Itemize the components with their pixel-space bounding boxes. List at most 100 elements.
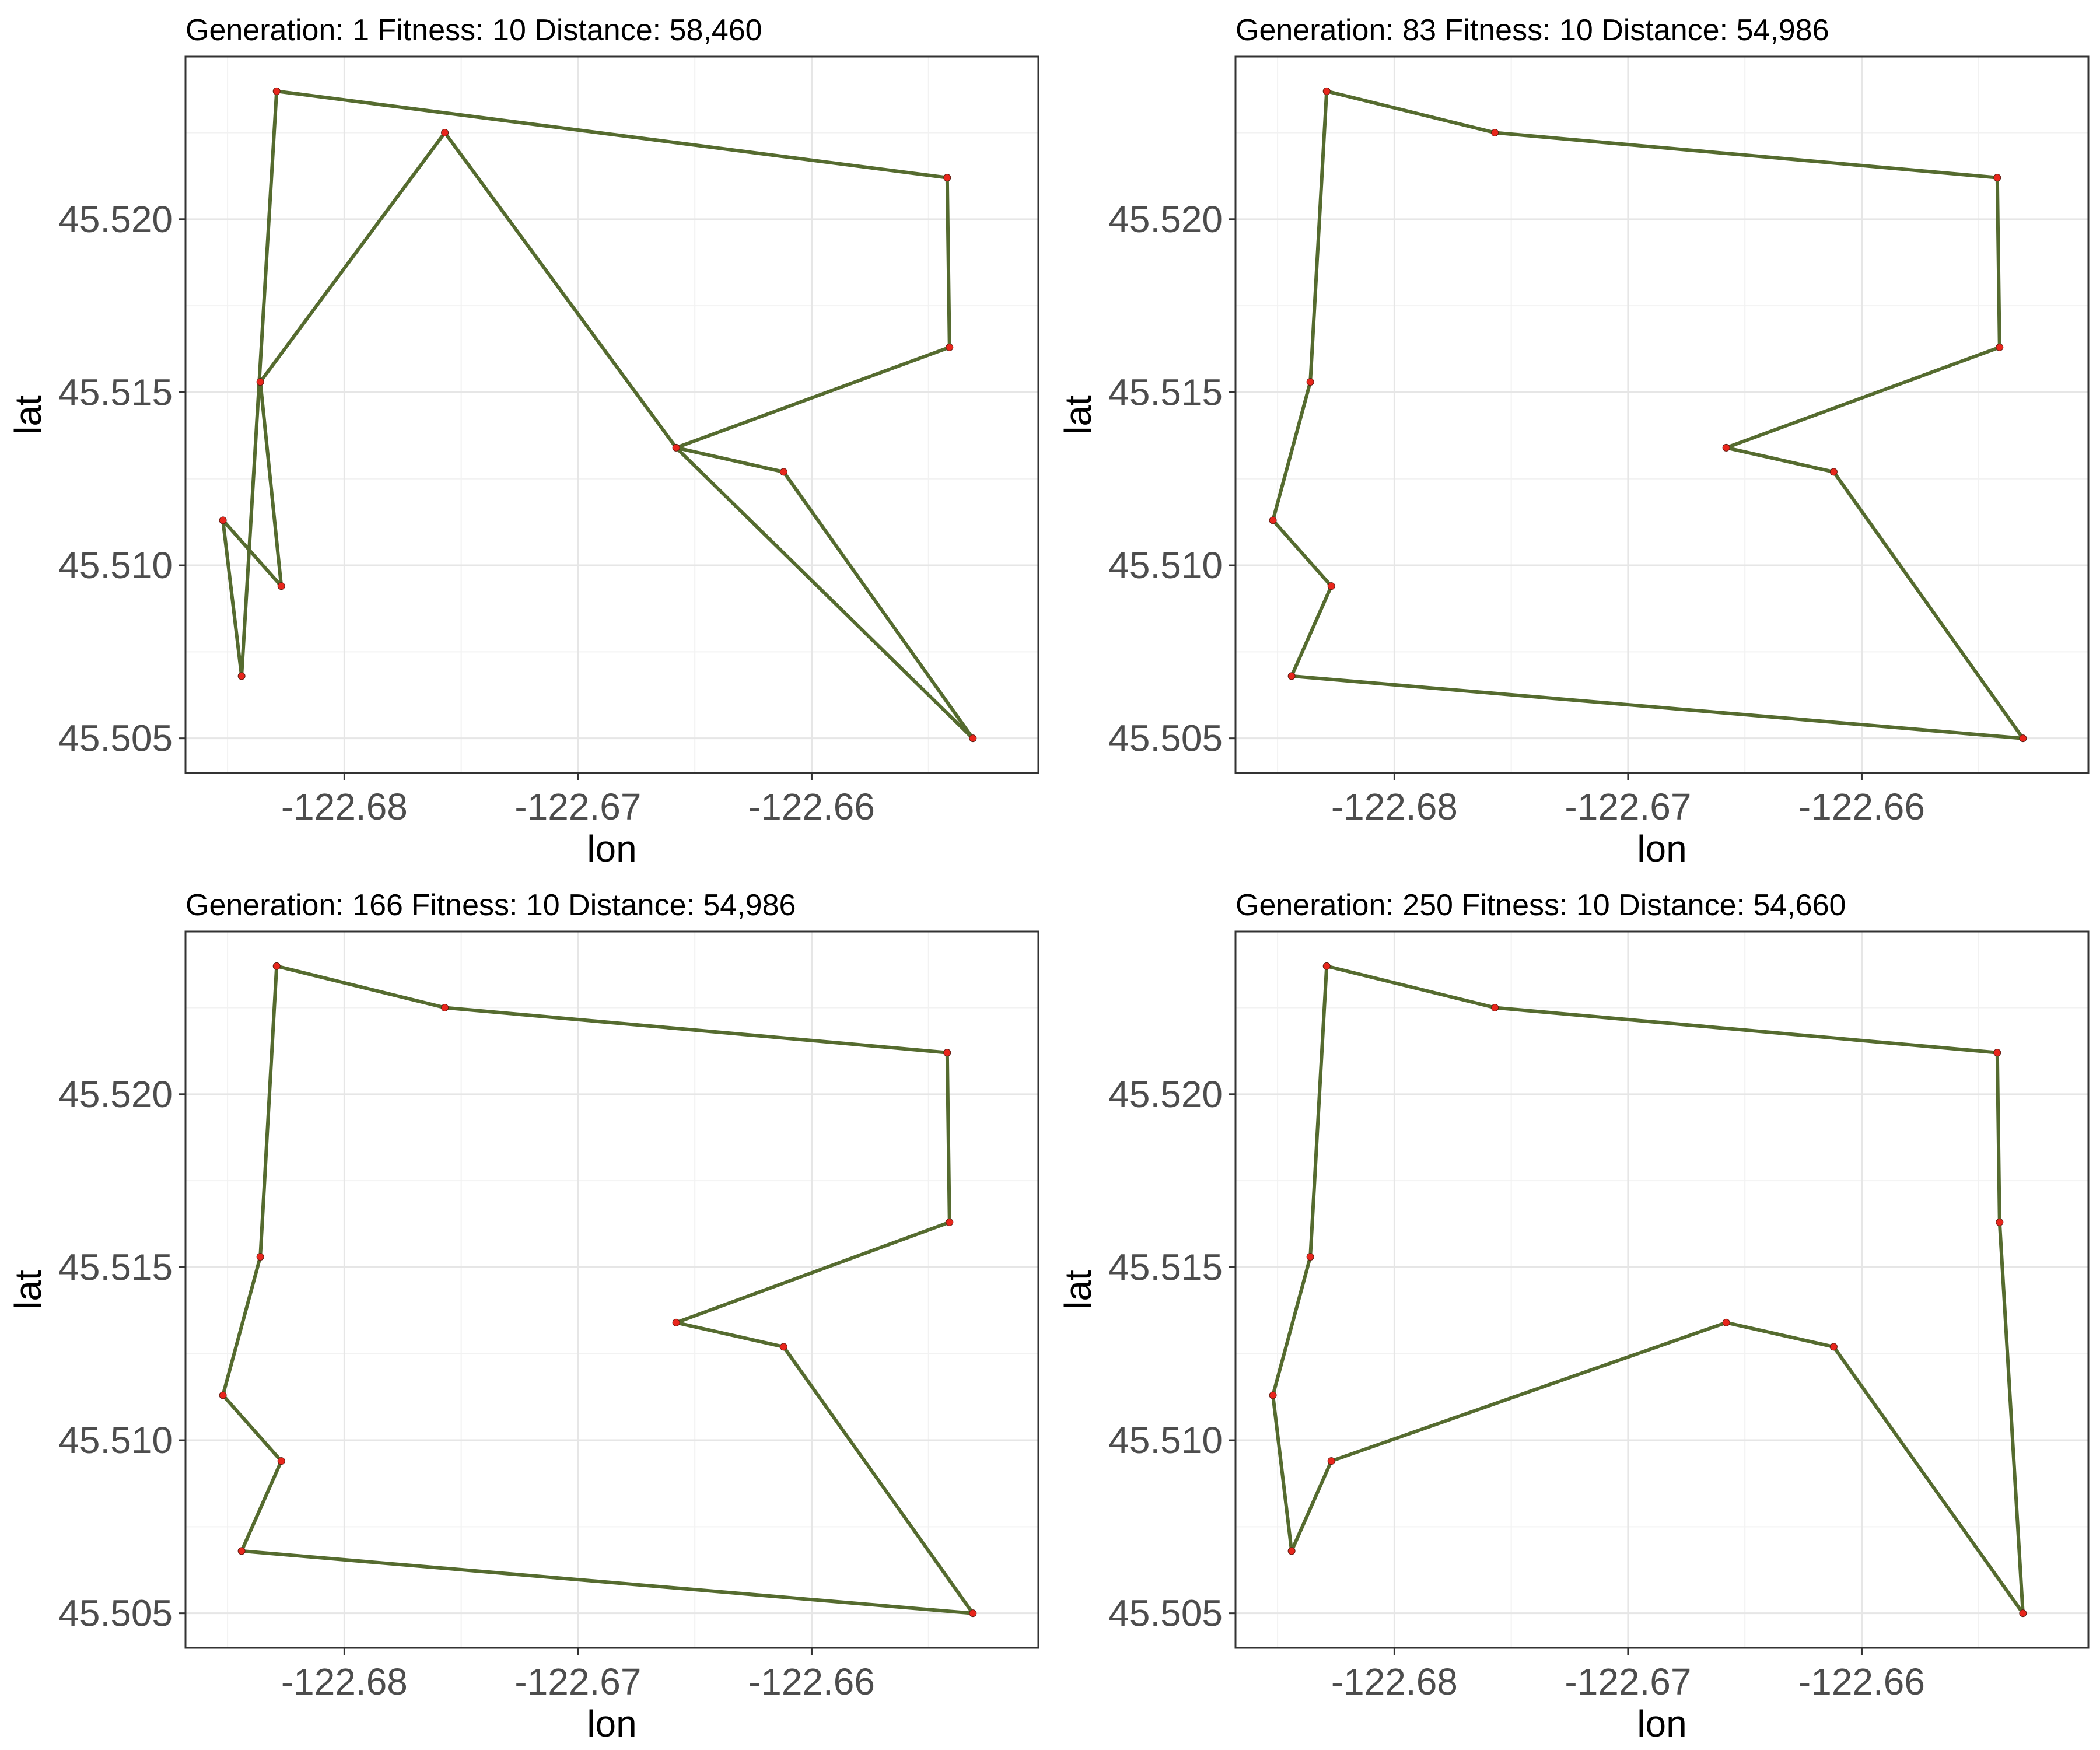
x-tick-label: -122.68 [1331, 1661, 1458, 1703]
y-tick-label: 45.520 [1108, 198, 1223, 240]
route-point [943, 1049, 951, 1057]
route-line-extra [674, 446, 975, 740]
route-point [272, 87, 281, 95]
y-tick-label: 45.510 [58, 544, 173, 586]
x-tick-label: -122.66 [1798, 786, 1925, 828]
route-point [256, 1253, 264, 1261]
route-point [237, 672, 246, 680]
route-point [1996, 1218, 2004, 1226]
route-point [237, 1547, 246, 1555]
panel-border [184, 55, 1040, 774]
route-point [1491, 1004, 1499, 1012]
panel-border [1234, 55, 2090, 774]
route-point [1306, 1253, 1314, 1261]
y-tick-label: 45.510 [1108, 544, 1223, 586]
y-tick-label: 45.515 [58, 371, 173, 413]
chart-title: Generation: 1 Fitness: 10 Distance: 58,4… [186, 13, 762, 47]
route-point [1327, 582, 1335, 590]
plot-background [1236, 57, 2088, 773]
y-tick-label: 45.520 [58, 198, 173, 240]
route-point [672, 443, 680, 452]
x-axis-title: lon [587, 828, 636, 870]
x-tick-label: -122.66 [748, 786, 875, 828]
plot-background [1236, 932, 2088, 1648]
y-tick-label: 45.515 [1108, 1246, 1223, 1288]
y-tick-label: 45.510 [1108, 1419, 1223, 1461]
route-point [1722, 443, 1730, 452]
y-tick-label: 45.505 [58, 1592, 173, 1634]
x-axis-title: lon [1637, 1703, 1686, 1745]
route-point [2019, 1609, 2027, 1618]
route-point [1491, 129, 1499, 137]
y-tick-label: 45.505 [58, 718, 173, 760]
route-point [272, 962, 281, 970]
route-point [1287, 1547, 1296, 1555]
chart-title: Generation: 250 Fitness: 10 Distance: 54… [1236, 888, 1846, 922]
x-tick-label: -122.67 [1564, 1661, 1691, 1703]
y-axis-title: lat [1057, 1270, 1099, 1310]
route-point [277, 1457, 285, 1465]
route-point [219, 1391, 227, 1399]
route-line [1271, 89, 2025, 740]
y-axis-title: lat [7, 1270, 49, 1310]
y-tick-label: 45.520 [58, 1073, 173, 1115]
route-point [969, 734, 977, 743]
y-tick-label: 45.505 [1108, 1592, 1223, 1634]
x-axis-title: lon [587, 1703, 636, 1745]
route-point [946, 1218, 954, 1226]
y-tick-label: 45.515 [1108, 371, 1223, 413]
chart-panel-3: Generation: 166 Fitness: 10 Distance: 54… [7, 888, 1040, 1745]
x-tick-label: -122.66 [1798, 1661, 1925, 1703]
chart-title: Generation: 166 Fitness: 10 Distance: 54… [186, 888, 796, 922]
route-point [2019, 734, 2027, 743]
route-point [219, 516, 227, 524]
x-tick-label: -122.67 [1564, 786, 1691, 828]
route-point [1287, 672, 1296, 680]
route-point [1327, 1457, 1335, 1465]
route-point [1269, 1391, 1277, 1399]
route-point [1829, 468, 1838, 476]
route-point [779, 468, 788, 476]
route-point [672, 1318, 680, 1326]
y-tick-label: 45.510 [58, 1419, 173, 1461]
panel-border [1234, 930, 2090, 1649]
route-point [1722, 1318, 1730, 1326]
route-point [1996, 343, 2004, 351]
chart-panel-4: Generation: 250 Fitness: 10 Distance: 54… [1057, 888, 2090, 1745]
route-point [943, 174, 951, 182]
route-point [779, 1343, 788, 1351]
x-tick-label: -122.67 [514, 786, 641, 828]
route-point [441, 129, 449, 137]
y-axis-title: lat [1057, 395, 1099, 435]
panel-border [184, 930, 1040, 1649]
route-point [1306, 378, 1314, 386]
route-point [1993, 174, 2001, 182]
chart-panel-1: Generation: 1 Fitness: 10 Distance: 58,4… [7, 13, 1040, 870]
x-tick-label: -122.68 [281, 786, 408, 828]
route-point [1322, 962, 1331, 970]
chart-panel-2: Generation: 83 Fitness: 10 Distance: 54,… [1057, 13, 2090, 870]
y-axis-title: lat [7, 395, 49, 435]
route-point [1269, 516, 1277, 524]
route-point [1829, 1343, 1838, 1351]
route-point [277, 582, 285, 590]
x-axis-title: lon [1637, 828, 1686, 870]
y-tick-label: 45.520 [1108, 1073, 1223, 1115]
route-point [441, 1004, 449, 1012]
x-tick-label: -122.68 [1331, 786, 1458, 828]
route-point [946, 343, 954, 351]
x-tick-label: -122.68 [281, 1661, 408, 1703]
x-tick-label: -122.67 [514, 1661, 641, 1703]
plot-background [186, 932, 1038, 1648]
route-point [969, 1609, 977, 1618]
route-point [1322, 87, 1331, 95]
route-point [1993, 1049, 2001, 1057]
x-tick-label: -122.66 [748, 1661, 875, 1703]
chart-title: Generation: 83 Fitness: 10 Distance: 54,… [1236, 13, 1829, 47]
route-line [1271, 964, 2025, 1615]
plot-background [186, 57, 1038, 773]
y-tick-label: 45.515 [58, 1246, 173, 1288]
y-tick-label: 45.505 [1108, 718, 1223, 760]
route-line [221, 964, 975, 1615]
